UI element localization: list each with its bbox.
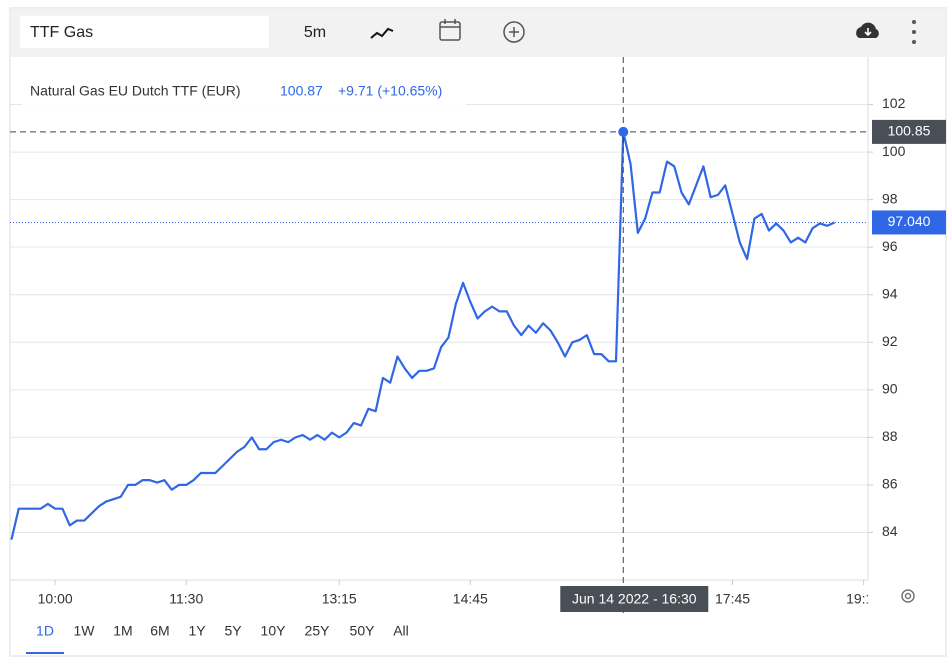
symbol-text: TTF Gas: [30, 24, 93, 41]
y-tick-label: 102: [882, 95, 906, 111]
x-tick-label: 10:00: [38, 591, 73, 607]
crosshair-value-label: 100.85: [888, 123, 931, 139]
range-button[interactable]: 50Y: [350, 623, 376, 639]
change: +9.71 (+10.65%): [338, 83, 442, 99]
symbol-input[interactable]: [20, 16, 269, 48]
y-tick-label: 100: [882, 143, 906, 159]
plot: 84 86 88 90 92 94 96 98 100 102 10:00 11:30 13:15 14:…: [10, 57, 946, 615]
crosshair-dot: [618, 126, 629, 137]
x-tick-label: 14:45: [453, 591, 488, 607]
range-button[interactable]: 5Y: [224, 623, 242, 639]
y-tick-label: 98: [882, 190, 898, 206]
crosshair-time-box: [560, 586, 709, 612]
y-tick-label: 84: [882, 523, 898, 539]
calendar-icon[interactable]: [439, 19, 461, 41]
x-tick-labels: 10:00 11:30 13:15 14:45 17:45 19:15: [38, 591, 881, 607]
range-button[interactable]: All: [393, 623, 409, 639]
x-tick-label: 13:15: [322, 591, 357, 607]
y-tick-label: 88: [882, 428, 898, 444]
y-tick-label: 92: [882, 333, 898, 349]
crosshair-time-label: Jun 14 2022 - 16:30: [572, 591, 697, 607]
legend-header: Natural Gas EU Dutch TTF (EUR) 100.87 +9…: [22, 78, 466, 106]
range-button[interactable]: 6M: [150, 623, 169, 639]
x-tick-label: 19:15: [846, 591, 881, 607]
range-button[interactable]: 1D: [36, 623, 54, 639]
card: [9, 7, 947, 657]
interval-button[interactable]: 5m: [304, 24, 326, 41]
range-button[interactable]: 25Y: [305, 623, 331, 639]
add-indicator-icon[interactable]: [503, 21, 525, 43]
menu-icon[interactable]: [912, 20, 916, 44]
chart-type-icon[interactable]: [370, 27, 394, 39]
x-tick-label: 17:45: [715, 591, 750, 607]
header-bg: [22, 78, 466, 106]
range-button[interactable]: 1M: [113, 623, 132, 639]
last-price-box: [872, 210, 946, 235]
y-tick-label: 86: [882, 476, 898, 492]
range-button[interactable]: 1Y: [188, 623, 206, 639]
last-price-label: 97.040: [888, 213, 931, 229]
series-title: Natural Gas EU Dutch TTF (EUR): [30, 83, 241, 99]
price-line: [10, 130, 835, 540]
range-button[interactable]: 1W: [74, 623, 96, 639]
x-tick-label: 11:30: [169, 591, 203, 607]
range-button[interactable]: 10Y: [261, 623, 287, 639]
settings-icon[interactable]: [901, 589, 915, 603]
y-tick-label: 90: [882, 381, 898, 397]
range-buttons: 1D 1W 1M 6M 1Y 5Y 10Y 25Y 50Y All: [26, 623, 409, 654]
download-icon[interactable]: [856, 22, 879, 38]
crosshair-value-box: [872, 119, 946, 144]
y-tick-label: 96: [882, 238, 898, 254]
y-tick-label: 94: [882, 285, 898, 301]
last-value: 100.87: [280, 83, 323, 99]
